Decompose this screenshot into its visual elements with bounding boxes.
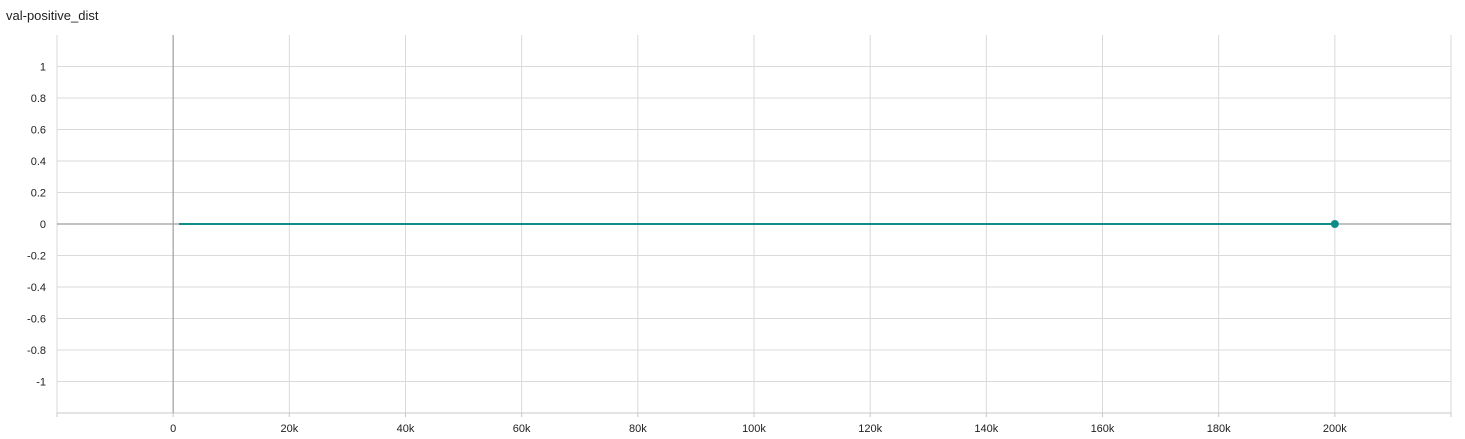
y-tick-label: -0.4	[27, 282, 46, 294]
x-tick-label: 60k	[513, 423, 531, 435]
x-tick-label: 20k	[280, 423, 298, 435]
y-tick-label: 0.4	[31, 156, 46, 168]
x-tick-label: 200k	[1323, 423, 1347, 435]
y-tick-label: -1	[36, 377, 46, 389]
y-tick-label: -0.2	[27, 251, 46, 263]
y-tick-label: 0.2	[31, 188, 46, 200]
y-tick-label: 0.6	[31, 125, 46, 137]
tick-labels: 0 20k 40k 60k 80k 100k 120k 140k 160k 180k 200k 1 0.…	[27, 62, 1347, 436]
series-end-point	[1330, 220, 1339, 228]
x-tick-label: 140k	[974, 423, 998, 435]
x-tick-label: 160k	[1091, 423, 1115, 435]
y-tick-label: 0.8	[31, 93, 46, 105]
x-tick-label: 40k	[397, 423, 415, 435]
y-tick-label: -0.6	[27, 314, 46, 326]
chart-title: val-positive_dist	[6, 8, 99, 23]
x-tick-label: 180k	[1207, 423, 1231, 435]
x-tick-label: 120k	[858, 423, 882, 435]
x-tick-label: 100k	[742, 423, 766, 435]
x-tick-label: 80k	[629, 423, 647, 435]
x-tick-label: 0	[170, 423, 176, 435]
y-tick-label: 0	[40, 219, 46, 231]
y-tick-label: -0.8	[27, 345, 46, 357]
series-layer	[178, 220, 1339, 228]
y-tick-label: 1	[40, 62, 46, 74]
